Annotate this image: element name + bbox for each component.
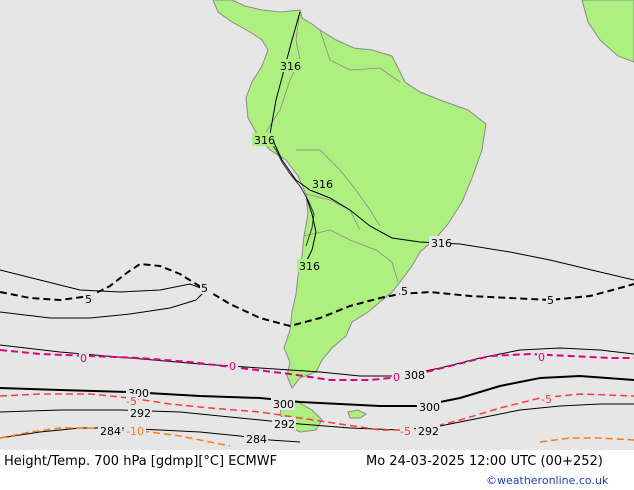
contour-labels: 316 316 316 316 316 5 5 5 5 0 0 0 0 308 … [79, 59, 556, 446]
temp-minus10-east [539, 437, 634, 443]
label-284-west: 284 [100, 425, 121, 438]
temp-minus5 [0, 393, 634, 431]
label-0-mid: 0 [229, 360, 236, 373]
label-5-east: 5 [401, 285, 408, 298]
label-5-mid: 5 [201, 282, 208, 295]
label-316-east: 316 [431, 237, 452, 250]
label-316-andes: 316 [254, 134, 275, 147]
forecast-datetime: Mo 24-03-2025 12:00 UTC (00+252) [366, 454, 603, 469]
andes-detail [267, 137, 315, 247]
africa-landmass [581, 0, 634, 63]
label-0-west: 0 [80, 352, 87, 365]
map-title: Height/Temp. 700 hPa [gdmp][°C] ECMWF [4, 454, 278, 469]
label-292-mid: 292 [274, 418, 295, 431]
label-300-east: 300 [419, 401, 440, 414]
contour-308 [0, 344, 634, 377]
label-5-far-east: 5 [547, 294, 554, 307]
label-316-central: 316 [312, 178, 333, 191]
temp-minus10 [0, 427, 231, 447]
label-0-east: 0 [393, 371, 400, 384]
label-284-mid: 284 [246, 433, 267, 446]
contour-316-south [305, 195, 317, 263]
falkland-islands [347, 409, 367, 419]
label-300-mid: 300 [273, 398, 294, 411]
credit-link[interactable]: ©weatheronline.co.uk [486, 474, 609, 487]
temp-contours [0, 262, 634, 447]
label-292-east: 292 [418, 425, 439, 438]
label-minus5-west: -5 [126, 395, 137, 408]
label-308: 308 [404, 369, 425, 382]
label-5-west: 5 [85, 293, 92, 306]
label-0-far-east: 0 [538, 351, 545, 364]
label-316-north: 316 [280, 60, 301, 73]
temp-0 [0, 349, 634, 381]
label-292-west: 292 [130, 407, 151, 420]
label-316-south: 316 [299, 260, 320, 273]
label-minus5-east: -5 [541, 393, 552, 406]
temp-5 [0, 262, 634, 328]
map-footer: Height/Temp. 700 hPa [gdmp][°C] ECMWF Mo… [0, 450, 634, 490]
contour-316-andes [269, 11, 634, 281]
label-minus5-mid: -5 [400, 425, 411, 438]
label-minus10: -10 [126, 425, 144, 438]
